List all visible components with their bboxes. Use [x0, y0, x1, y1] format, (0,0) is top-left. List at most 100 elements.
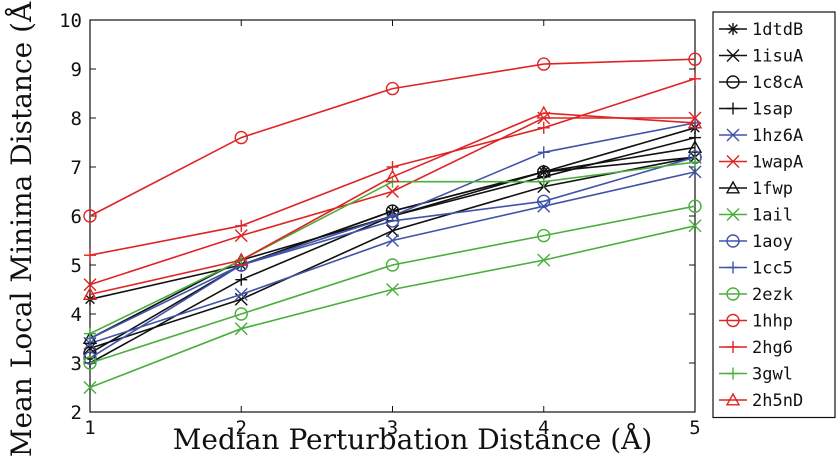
legend-item-3gwl: 3gwl: [719, 365, 793, 385]
legend-marker-2h5nD: [725, 392, 741, 406]
data-point-1wapA: [83, 278, 97, 292]
series-1hz6A: [83, 165, 702, 350]
legend-marker-3gwl: [727, 367, 739, 380]
data-point-2ezk: [83, 356, 97, 370]
y-tick-label: 5: [71, 255, 82, 277]
legend-item-2ezk: 2ezk: [719, 285, 793, 305]
legend-item-1fwp: 1fwp: [719, 179, 793, 199]
legend-label: 1cc5: [752, 259, 793, 279]
legend-item-1wapA: 1wapA: [719, 153, 803, 173]
series-2ezk: [83, 199, 702, 370]
y-axis-title: Mean Local Minima Distance (Å): [5, 0, 38, 457]
data-point-1hz6A: [688, 165, 702, 179]
legend-item-1dtdB: 1dtdB: [719, 20, 803, 40]
legend-marker-1dtdB: [727, 23, 739, 35]
legend-label: 1dtdB: [752, 20, 803, 40]
data-point-2h5nD: [82, 286, 98, 300]
legend-marker-1fwp: [725, 180, 741, 194]
legend-label: 3gwl: [752, 365, 793, 385]
data-point-3gwl: [84, 327, 96, 340]
legend-marker-2hg6: [727, 341, 739, 353]
legend-label: 1aoy: [752, 232, 793, 252]
data-point-2ezk: [688, 199, 702, 213]
y-tick-label: 8: [71, 108, 82, 130]
legend-marker-1wapA: [726, 155, 740, 168]
data-point-2hg6: [537, 121, 550, 134]
legend-label: 2ezk: [752, 285, 793, 305]
series-3gwl: [84, 156, 701, 340]
data-point-1hhp: [83, 209, 97, 223]
series-2hg6: [84, 72, 701, 262]
legend-label: 1hhp: [752, 312, 793, 332]
legend-item-2hg6: 2hg6: [719, 338, 793, 358]
data-point-2hg6: [235, 219, 248, 232]
data-point-1fwp: [687, 139, 703, 153]
data-point-2ezk: [234, 307, 248, 321]
data-point-2hg6: [84, 249, 96, 262]
x-tick-label: 1: [84, 417, 95, 439]
legend-label: 1isuA: [752, 47, 803, 67]
data-point-2hg6: [689, 72, 701, 85]
legend-marker-2ezk: [726, 287, 740, 301]
data-point-1ail: [537, 253, 551, 267]
data-point-2ezk: [537, 228, 551, 243]
data-point-2h5nD: [385, 169, 400, 183]
series-line-2ezk: [89, 205, 696, 364]
y-tick-label: 7: [71, 157, 82, 179]
legend-label: 1c8cA: [752, 73, 803, 93]
legend-item-1ail: 1ail: [719, 206, 793, 226]
legend-item-1aoy: 1aoy: [719, 232, 793, 252]
legend-label: 1ail: [752, 206, 793, 226]
x-tick-label: 5: [689, 417, 700, 439]
legend-marker-1isuA: [726, 49, 740, 62]
legend-item-1isuA: 1isuA: [719, 47, 803, 67]
y-tick-label: 3: [71, 353, 82, 375]
series-1wapA: [83, 111, 702, 292]
legend-item-1c8cA: 1c8cA: [719, 73, 803, 93]
data-point-1cc5: [386, 210, 399, 222]
legend-label: 1fwp: [752, 179, 793, 199]
series-line-1hz6A: [89, 171, 696, 345]
data-point-2h5nD: [687, 115, 703, 129]
data-point-1ail: [688, 219, 702, 233]
legend-item-1hz6A: 1hz6A: [719, 126, 803, 146]
legend: 1dtdB 1isuA 1c8cA 1sap 1hz6A 1wapA 1fwp 1ail 1ao…: [712, 11, 836, 419]
data-point-2ezk: [385, 258, 400, 272]
data-point-1ail: [83, 381, 97, 394]
data-point-1hz6A: [234, 287, 248, 301]
y-tick-label: 6: [71, 206, 82, 228]
series-line-1hhp: [89, 58, 696, 217]
legend-label: 1sap: [752, 100, 793, 120]
data-point-2h5nD: [234, 252, 249, 266]
legend-label: 2h5nD: [752, 391, 803, 411]
data-point-1hhp: [234, 130, 248, 145]
legend-label: 1hz6A: [752, 126, 803, 146]
data-point-1cc5: [537, 146, 550, 159]
legend-marker-1sap: [727, 102, 739, 115]
legend-item-2h5nD: 2h5nD: [719, 391, 803, 411]
data-point-1isuA: [386, 224, 399, 238]
legend-marker-1c8cA: [726, 75, 740, 89]
series-line-2h5nD: [89, 112, 696, 296]
data-point-3gwl: [689, 156, 701, 169]
series-2h5nD: [82, 105, 703, 300]
data-point-1aoy: [537, 194, 551, 209]
x-tick-label: 3: [387, 417, 398, 439]
data-point-1ail: [386, 283, 399, 296]
legend-label: 2hg6: [752, 338, 793, 358]
x-tick-label: 2: [236, 417, 247, 439]
data-point-1wapA: [234, 229, 248, 243]
legend-marker-1cc5: [727, 261, 739, 274]
series-group: [82, 52, 703, 394]
legend-marker-1hz6A: [726, 128, 740, 142]
data-point-1hhp: [688, 52, 702, 66]
data-point-1hhp: [537, 57, 551, 71]
legend-item-1sap: 1sap: [719, 100, 793, 120]
data-point-1ail: [234, 322, 248, 336]
data-point-1wapA: [386, 185, 399, 198]
series-1hhp: [83, 52, 702, 223]
data-point-1hz6A: [386, 234, 399, 247]
y-tick-label: 9: [71, 59, 82, 81]
